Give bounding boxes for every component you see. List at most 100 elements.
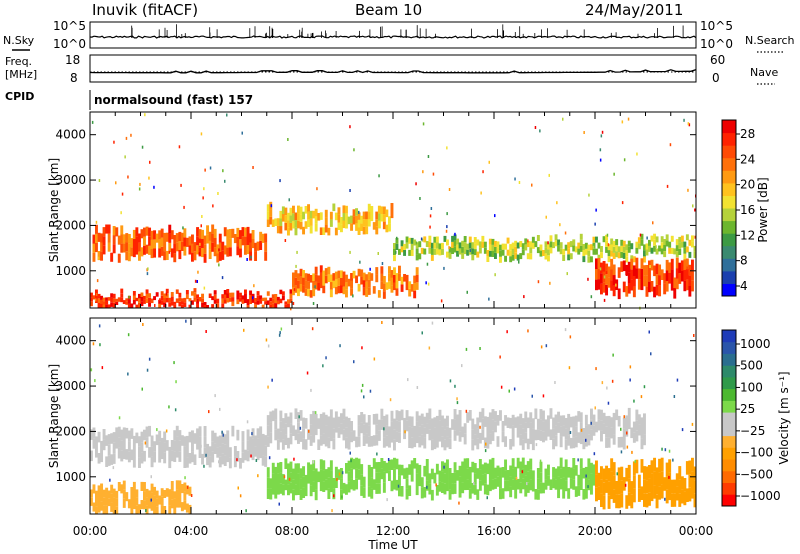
heatmap-cell	[158, 495, 162, 505]
heatmap-cell	[221, 294, 225, 299]
heatmap-cell	[180, 502, 184, 512]
heatmap-cell	[203, 244, 207, 254]
heatmap-cell	[625, 244, 629, 251]
colorbar-tick-label: 16	[740, 203, 755, 217]
heatmap-cell	[132, 291, 136, 296]
heatmap-cell	[228, 297, 232, 302]
heatmap-cell	[297, 288, 300, 297]
heatmap-cell	[362, 211, 366, 220]
noise-left-tick: 10^0	[53, 37, 86, 51]
heatmap-cell	[100, 501, 104, 511]
heatmap-cell	[95, 498, 98, 507]
heatmap-cell	[645, 265, 649, 276]
heatmap-cell	[382, 221, 386, 230]
heatmap-cell	[562, 248, 566, 255]
heatmap-cell	[347, 460, 351, 472]
heatmap-cell	[92, 502, 96, 512]
heatmap-cell	[163, 232, 167, 242]
heatmap-cell	[607, 468, 611, 482]
heatmap-cell	[692, 204, 694, 208]
heatmap-cell	[390, 270, 394, 278]
heatmap-cell	[415, 274, 419, 283]
heatmap-cell	[173, 301, 177, 305]
heatmap-cell	[579, 468, 583, 480]
heatmap-cell	[687, 188, 689, 192]
heatmap-cell	[531, 480, 535, 492]
heatmap-cell	[382, 461, 386, 472]
heatmap-cell	[404, 430, 406, 434]
heatmap-cell	[526, 253, 530, 260]
heatmap-cell	[430, 242, 434, 249]
heatmap-cell	[454, 384, 456, 388]
heatmap-cell	[430, 418, 434, 429]
heatmap-cell	[203, 436, 207, 448]
heatmap-cell	[395, 479, 399, 491]
heatmap-cell	[595, 460, 598, 475]
heatmap-cell	[120, 234, 124, 244]
heatmap-cell	[425, 480, 429, 491]
heatmap-cell	[309, 485, 313, 497]
heatmap-cell	[342, 212, 346, 221]
heatmap-cell	[666, 184, 669, 188]
heatmap-cell	[466, 290, 468, 294]
heatmap-cell	[600, 246, 603, 252]
heatmap-cell	[473, 237, 477, 243]
heatmap-cell	[211, 233, 215, 243]
heatmap-cell	[683, 253, 687, 260]
heatmap-cell	[352, 480, 356, 491]
heatmap-cell	[600, 479, 603, 494]
heatmap-cell	[632, 461, 636, 475]
heatmap-cell	[569, 241, 573, 248]
heatmap-cell	[483, 416, 487, 427]
heatmap-cell	[345, 289, 348, 298]
heatmap-cell	[327, 416, 331, 427]
heatmap-cell	[418, 241, 422, 248]
heatmap-cell	[398, 475, 401, 486]
heatmap-cell	[521, 439, 525, 450]
heatmap-cell	[94, 379, 96, 383]
heatmap-cell	[165, 288, 169, 294]
heatmap-cell	[630, 481, 634, 495]
heatmap-cell	[653, 239, 657, 246]
heatmap-cell	[95, 289, 98, 294]
heatmap-cell	[143, 295, 146, 300]
heatmap-cell	[531, 439, 535, 451]
heatmap-cell	[347, 481, 351, 493]
heatmap-cell	[398, 273, 401, 281]
colorbar-swatch	[722, 157, 736, 171]
heatmap-cell	[107, 455, 111, 466]
heatmap-cell	[360, 269, 364, 277]
heatmap-cell	[440, 299, 443, 303]
heatmap-cell	[423, 465, 427, 477]
heatmap-cell	[228, 292, 232, 298]
heatmap-cell	[630, 279, 634, 291]
heatmap-cell	[122, 480, 126, 490]
heatmap-cell	[117, 437, 121, 448]
heatmap-cell	[143, 482, 146, 492]
heatmap-cell	[357, 268, 361, 277]
heatmap-cell	[271, 484, 275, 495]
heatmap-cell	[665, 259, 669, 271]
heatmap-cell	[428, 408, 432, 420]
heatmap-cell	[688, 275, 692, 286]
heatmap-cell	[138, 242, 141, 252]
heatmap-cell	[435, 437, 439, 448]
heatmap-cell	[610, 485, 614, 500]
heatmap-cell	[246, 302, 250, 305]
heatmap-cell	[516, 427, 520, 438]
heatmap-cell	[665, 281, 669, 292]
heatmap-cell	[678, 466, 682, 480]
heatmap-cell	[256, 428, 260, 439]
heatmap-cell	[463, 248, 467, 255]
heatmap-cell	[448, 188, 451, 191]
heatmap-cell	[521, 478, 525, 490]
heatmap-cell	[294, 270, 298, 278]
heatmap-cell	[168, 302, 172, 307]
heatmap-cell	[453, 430, 457, 441]
heatmap-cell	[400, 464, 404, 476]
heatmap-cell	[481, 418, 485, 430]
heatmap-cell	[508, 389, 510, 393]
heatmap-cell	[600, 420, 603, 431]
heatmap-cell	[491, 457, 495, 469]
heatmap-cell	[395, 288, 399, 296]
